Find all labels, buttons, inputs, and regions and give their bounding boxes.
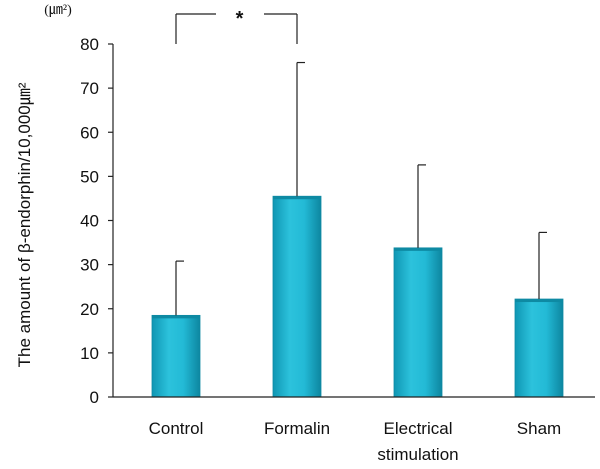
bar-sham (514, 298, 564, 398)
bar-electrical-stimulation (393, 247, 443, 398)
y-unit-label: (㎛²) (44, 3, 72, 18)
y-tick-label: 60 (80, 123, 99, 142)
x-category-label: Formalin (264, 419, 330, 438)
bar-cap (515, 299, 563, 303)
y-tick-label: 40 (80, 212, 99, 231)
x-category-label: Electrical stimulation (377, 419, 458, 464)
y-tick-label: 0 (90, 388, 99, 407)
y-tick-label: 80 (80, 35, 99, 54)
bar-cap (273, 196, 321, 200)
y-tick-label: 70 (80, 79, 99, 98)
y-tick-label: 50 (80, 167, 99, 186)
y-ticks-layer: 0 10 20 30 40 50 60 70 80 (80, 35, 113, 407)
y-tick-label: 20 (80, 300, 99, 319)
y-tick-label: 10 (80, 344, 99, 363)
bars-layer (151, 195, 564, 398)
category-labels-layer: Control Formalin Electrical stimulation Sham (149, 419, 562, 464)
y-axis-title: The amount of β-endorphin/10,000㎛² (15, 82, 35, 367)
bar-cap (152, 315, 200, 319)
error-bars-layer (175, 61, 547, 316)
significance-star: * (236, 8, 244, 30)
x-category-label: Control (149, 419, 204, 438)
bar-control (151, 314, 201, 398)
x-category-label: Sham (517, 419, 561, 438)
bar-formalin (272, 195, 322, 398)
y-tick-label: 30 (80, 256, 99, 275)
bar-cap (394, 247, 442, 251)
significance-bracket: * (175, 8, 298, 44)
